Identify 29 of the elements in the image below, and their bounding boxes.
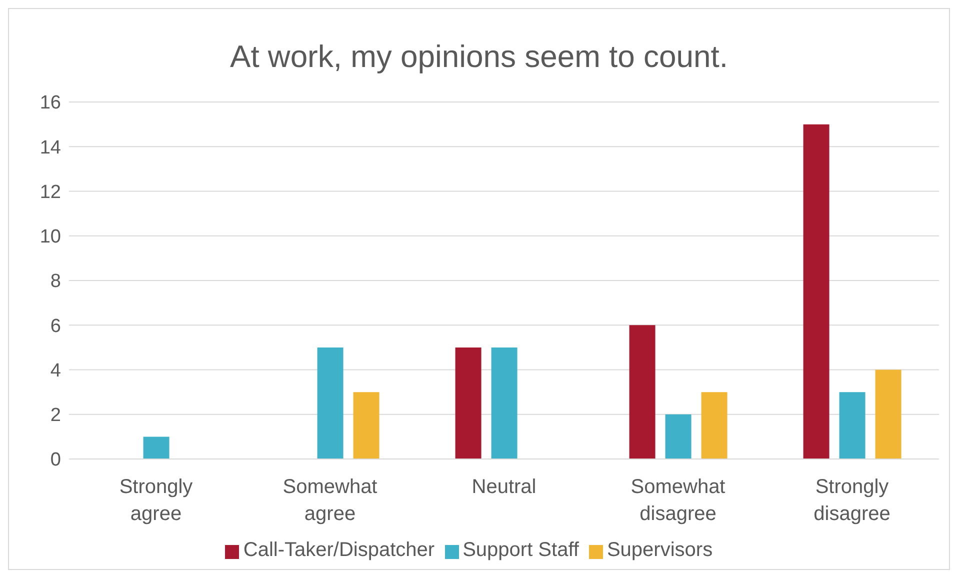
x-tick-label: Strongly agree	[119, 476, 193, 525]
y-tick-label: 2	[50, 405, 61, 426]
x-tick-label: Strongly disagree	[814, 476, 890, 525]
bar	[491, 347, 518, 459]
bar	[455, 347, 482, 459]
x-tick-label: Neutral	[472, 476, 536, 498]
x-tick-label: Somewhat disagree	[630, 476, 726, 525]
bar	[665, 414, 692, 459]
bar	[803, 124, 830, 459]
legend-label: Support Staff	[462, 539, 579, 561]
y-tick-label: 4	[50, 360, 62, 382]
bar	[701, 392, 728, 459]
bar	[353, 392, 380, 459]
bar	[143, 436, 170, 459]
y-tick-label: 16	[40, 92, 61, 114]
bar	[875, 370, 902, 459]
legend-label: Call-Taker/Dispatcher	[243, 539, 435, 561]
y-tick-label: 0	[50, 450, 61, 471]
y-tick-label: 8	[50, 271, 61, 292]
y-tick-label: 10	[40, 226, 61, 248]
bar	[839, 392, 866, 459]
x-tick-label: Somewhat agree	[282, 476, 378, 525]
bar	[317, 347, 344, 459]
y-tick-label: 12	[40, 182, 61, 203]
bar	[629, 325, 656, 459]
y-tick-label: 14	[40, 137, 62, 158]
y-tick-label: 6	[50, 316, 61, 337]
legend-label: Supervisors	[606, 539, 713, 561]
chart-title: At work, my opinions seem to count.	[229, 39, 729, 76]
